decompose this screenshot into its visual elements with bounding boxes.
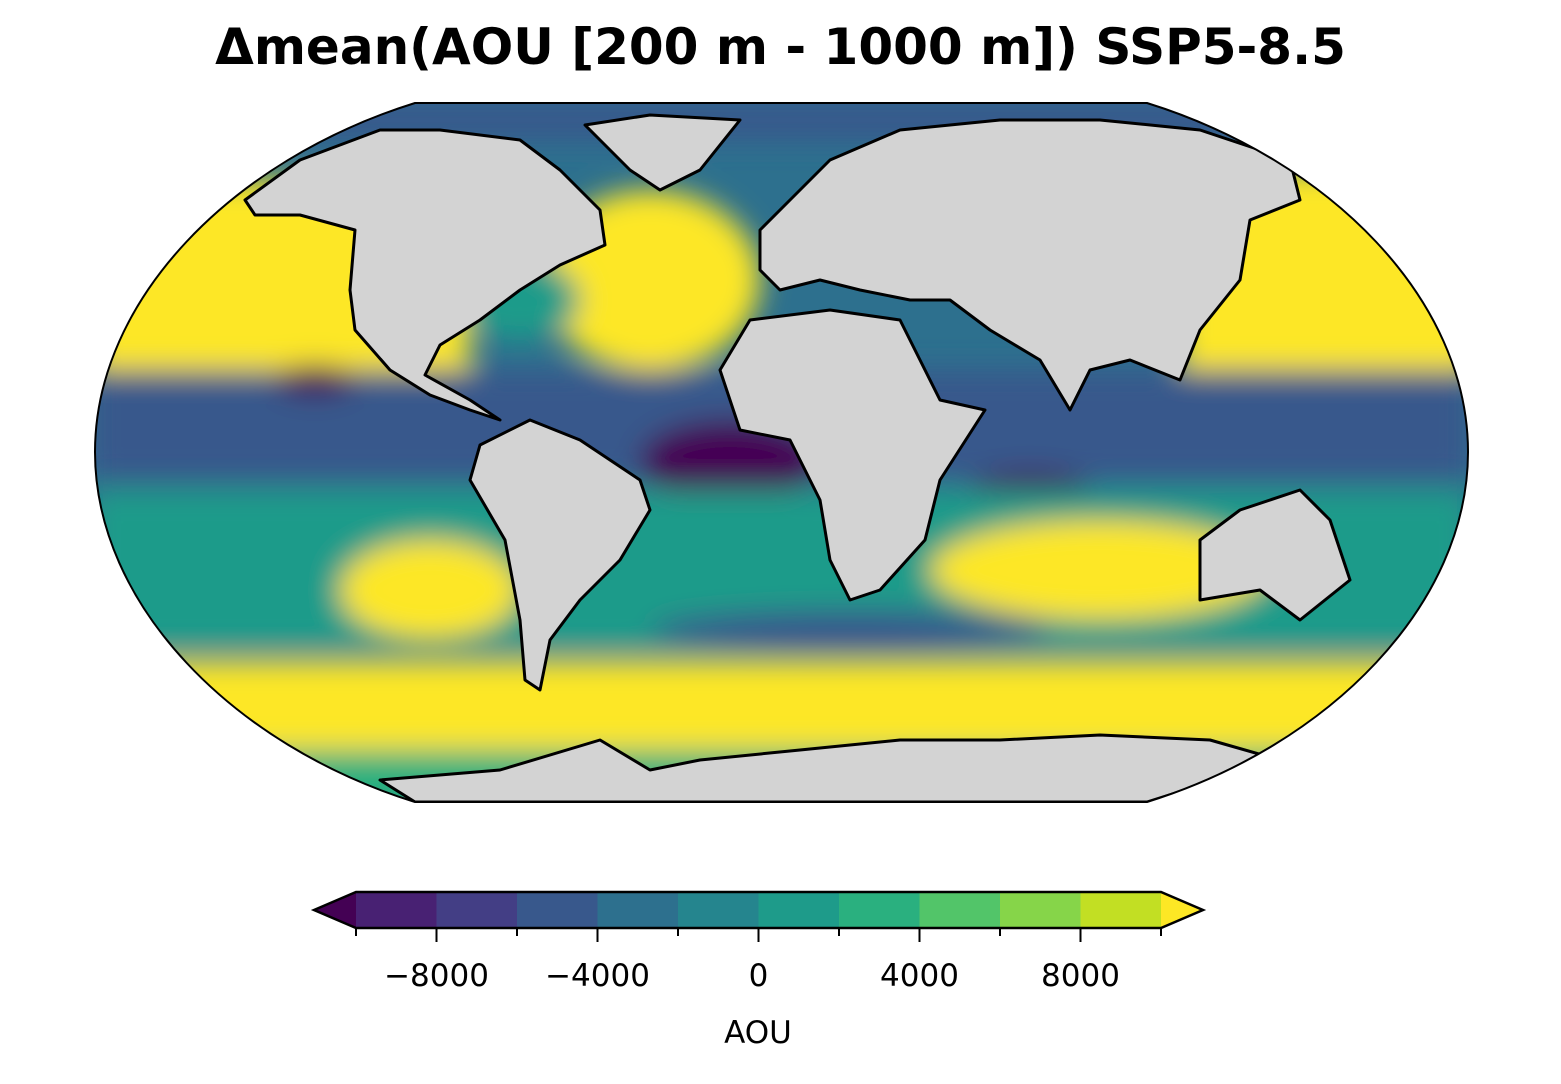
colorbar-label: AOU bbox=[724, 1015, 792, 1051]
colorbar-tick-label: 0 bbox=[749, 958, 769, 994]
tropical-atlantic-min bbox=[640, 420, 820, 500]
colorbar-bin bbox=[678, 892, 759, 928]
colorbar-bin bbox=[919, 892, 1001, 928]
colorbar-bin bbox=[597, 892, 679, 928]
arctic-band bbox=[95, 103, 1468, 140]
colorbar-tick-label: −8000 bbox=[384, 958, 489, 994]
colorbar-bin bbox=[356, 892, 437, 928]
colorbar-bin bbox=[1000, 892, 1081, 928]
south-pacific-max bbox=[340, 540, 520, 640]
eurasia bbox=[758, 118, 1302, 412]
south-america bbox=[468, 418, 652, 692]
colorbar-bin bbox=[839, 892, 920, 928]
greenland bbox=[583, 113, 742, 192]
south-indian-max bbox=[930, 520, 1270, 620]
southern-ocean-band bbox=[95, 660, 1468, 750]
colorbar-bin bbox=[758, 892, 840, 928]
colorbar-outline bbox=[310, 890, 1207, 930]
land bbox=[243, 113, 1352, 802]
map-outline bbox=[93, 102, 1470, 803]
colorbar-tick-label: 4000 bbox=[880, 958, 959, 994]
colorbar-extend-min bbox=[314, 892, 356, 928]
robinson-map bbox=[93, 102, 1470, 803]
colorbar-bin bbox=[517, 892, 598, 928]
australia bbox=[1198, 488, 1352, 622]
colorbar-tick-label: 8000 bbox=[1041, 958, 1120, 994]
colorbar-extend-max bbox=[1161, 892, 1203, 928]
colorbar-bin bbox=[1080, 892, 1162, 928]
africa bbox=[718, 308, 987, 602]
colorbar-tick-label: −4000 bbox=[545, 958, 650, 994]
colorbar-bin bbox=[436, 892, 518, 928]
figure-title: Δmean(AOU [200 m - 1000 m]) SSP5-8.5 bbox=[215, 18, 1346, 76]
north-america bbox=[243, 128, 607, 422]
